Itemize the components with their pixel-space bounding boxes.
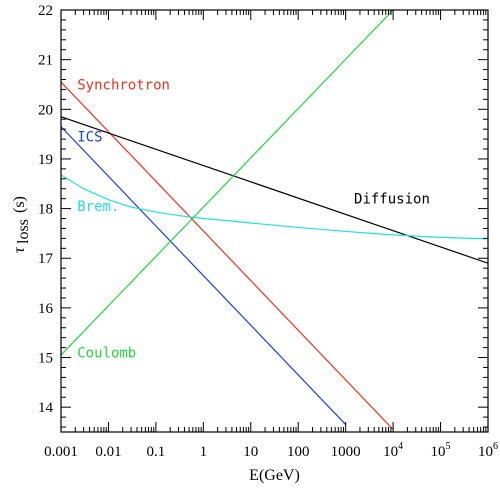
x-tick-labels: 0.001 0.01 0.1 1 10 100 1000 104 105 106 [44, 441, 498, 460]
series-line-brem [61, 174, 488, 240]
x-tick-label: 0.01 [95, 444, 121, 460]
x-tick-label: 104 [383, 441, 403, 460]
series-line-ics [61, 126, 347, 425]
x-tick-label: 100 [287, 444, 310, 460]
axis-ticks [60, 9, 489, 432]
y-tick-label: 17 [38, 251, 54, 267]
y-tick-label: 22 [38, 3, 53, 19]
y-tick-label: 16 [38, 301, 54, 317]
x-axis-label: E(GeV) [249, 467, 300, 484]
series-label-ics: ICS [77, 130, 102, 146]
y-tick-label: 19 [38, 152, 53, 168]
series-line-synchrotron [61, 81, 394, 430]
y-tick-labels: 14 15 16 17 18 19 20 21 22 [38, 3, 54, 416]
x-tick-label: 1 [200, 444, 208, 460]
x-tick-label: 0.1 [147, 444, 166, 460]
y-tick-label: 14 [38, 400, 54, 416]
y-tick-label: 20 [38, 102, 53, 118]
y-tick-label: 15 [38, 351, 53, 367]
x-tick-label: 10 [243, 444, 258, 460]
y-tick-label: 21 [38, 53, 53, 69]
x-tick-label: 106 [478, 441, 498, 460]
x-tick-label: 0.001 [44, 444, 78, 460]
y-axis-label: τ loss (s) [11, 196, 32, 253]
series-label-synchrotron: Synchrotron [77, 77, 170, 93]
y-tick-label: 18 [38, 202, 53, 218]
x-tick-label: 105 [431, 441, 451, 460]
series-labels: Synchrotron ICS Diffusion Brem. Coulomb [77, 77, 430, 361]
series-lines [61, 10, 488, 430]
series-label-brem: Brem. [77, 199, 119, 215]
y-axis-label-subscript: loss [15, 219, 32, 244]
plot-frame [60, 9, 489, 433]
x-tick-label: 1000 [331, 444, 361, 460]
y-axis-label-symbol: τ [11, 246, 28, 253]
y-axis-label-unit: (s) [11, 196, 28, 213]
series-label-diffusion: Diffusion [354, 192, 430, 208]
series-line-coulomb [61, 10, 394, 356]
series-label-coulomb: Coulomb [77, 346, 136, 362]
series-line-diffusion [61, 116, 488, 264]
